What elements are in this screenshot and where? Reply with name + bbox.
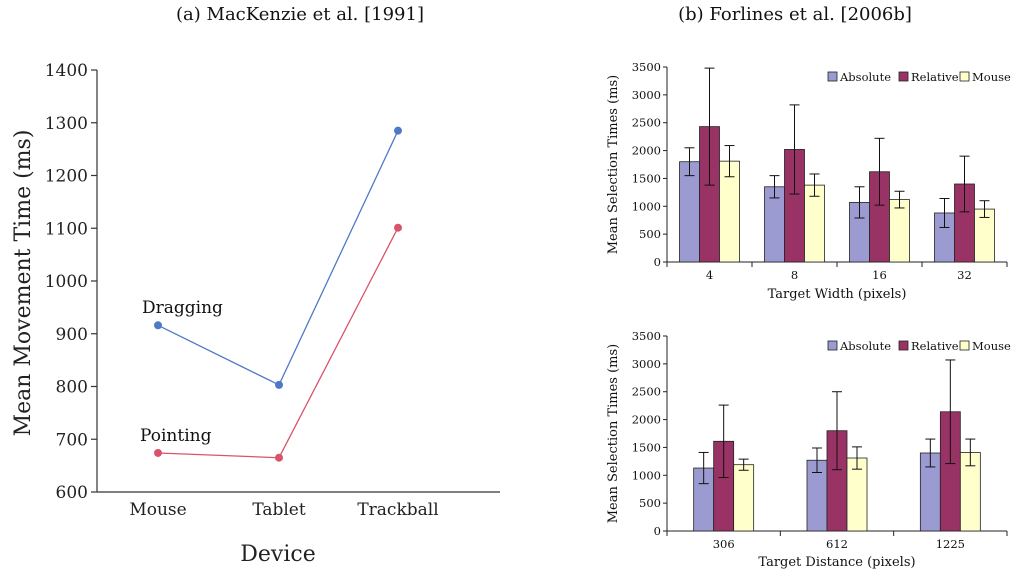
- y-tick-label: 1100: [45, 219, 88, 239]
- y-tick-label: 800: [56, 378, 88, 398]
- y-tick-label: 3500: [632, 329, 661, 343]
- data-point-dragging: [394, 126, 402, 135]
- y-axis-title: Mean Selection Times (ms): [606, 344, 621, 524]
- y-tick-label: 1200: [45, 167, 88, 187]
- legend-label-mouse: Mouse: [972, 70, 1011, 84]
- x-tick-label: 4: [706, 268, 713, 282]
- y-tick-label: 2000: [632, 144, 661, 158]
- x-tick-label: 16: [872, 268, 887, 282]
- data-point-dragging: [275, 380, 283, 389]
- legend-label-absolute: Absolute: [839, 70, 891, 84]
- chart-a-title: (a) MacKenzie et al. [1991]: [176, 4, 424, 25]
- line-chart-movement-time: 600 700 800 900 1000 1100 1200 1300 1400 Mouse Tab…: [11, 61, 500, 567]
- data-point-dragging: [154, 321, 162, 330]
- bar-absolute: [679, 161, 700, 263]
- y-tick-label: 900: [56, 325, 88, 345]
- y-tick-label: 600: [56, 483, 88, 503]
- legend-label-absolute: Absolute: [839, 339, 891, 353]
- x-tick-label: 8: [791, 268, 798, 282]
- series-label-dragging: Dragging: [142, 298, 223, 318]
- legend-swatch-mouse: [959, 71, 970, 82]
- x-tick-label: 1225: [936, 537, 965, 551]
- y-tick-label: 500: [639, 227, 661, 241]
- y-tick-label: 1000: [45, 272, 88, 292]
- x-axis-title: Device: [240, 542, 315, 567]
- x-tick-label: Mouse: [129, 500, 186, 520]
- y-tick-label: 0: [654, 524, 661, 538]
- y-tick-label: 1000: [632, 199, 661, 213]
- y-axis-title: Mean Selection Times (ms): [606, 75, 621, 255]
- data-point-pointing: [154, 448, 162, 457]
- x-tick-label: 32: [957, 268, 972, 282]
- y-tick-label: 700: [56, 430, 88, 450]
- x-tick-label: Tablet: [252, 500, 306, 520]
- bar-chart-target-width: 0 500 1000 1500 2000 2500 3000 3500 4 8 16 32 Target…: [606, 60, 1011, 302]
- y-tick-label: 500: [639, 496, 661, 510]
- x-tick-label: 612: [826, 537, 848, 551]
- legend-label-mouse: Mouse: [972, 339, 1011, 353]
- y-tick-label: 1500: [632, 171, 661, 185]
- y-tick-label: 1400: [45, 61, 88, 81]
- data-point-pointing: [275, 453, 283, 462]
- y-tick-label: 3000: [632, 88, 661, 102]
- series-line-dragging: [157, 130, 399, 386]
- y-tick-label: 3500: [632, 60, 661, 74]
- legend-label-relative: Relative: [911, 70, 959, 84]
- y-tick-label: 1300: [45, 114, 88, 134]
- chart-b-title: (b) Forlines et al. [2006b]: [678, 4, 912, 25]
- x-tick-label: 306: [713, 537, 735, 551]
- bar-mouse: [733, 464, 755, 532]
- series-label-pointing: Pointing: [140, 426, 212, 446]
- y-tick-label: 2500: [632, 116, 661, 130]
- legend-swatch-relative: [898, 71, 909, 82]
- legend-swatch-absolute: [827, 340, 838, 351]
- bar-mouse: [889, 199, 910, 263]
- x-axis-title: Target Distance (pixels): [758, 555, 915, 570]
- x-tick-label: Trackball: [357, 500, 438, 520]
- data-point-pointing: [394, 223, 402, 232]
- legend-swatch-relative: [898, 340, 909, 351]
- legend-label-relative: Relative: [911, 339, 959, 353]
- y-tick-label: 1500: [632, 440, 661, 454]
- y-tick-label: 3000: [632, 357, 661, 371]
- y-tick-label: 1000: [632, 468, 661, 482]
- y-tick-label: 2500: [632, 385, 661, 399]
- legend-swatch-absolute: [827, 71, 838, 82]
- y-tick-label: 0: [654, 255, 661, 269]
- x-axis-title: Target Width (pixels): [768, 287, 907, 302]
- bar-chart-target-distance: 0 500 1000 1500 2000 2500 3000 3500 306 612 1225 Ta…: [606, 329, 1011, 570]
- legend-swatch-mouse: [959, 340, 970, 351]
- y-tick-label: 2000: [632, 413, 661, 427]
- y-axis-title: Mean Movement Time (ms): [11, 130, 36, 437]
